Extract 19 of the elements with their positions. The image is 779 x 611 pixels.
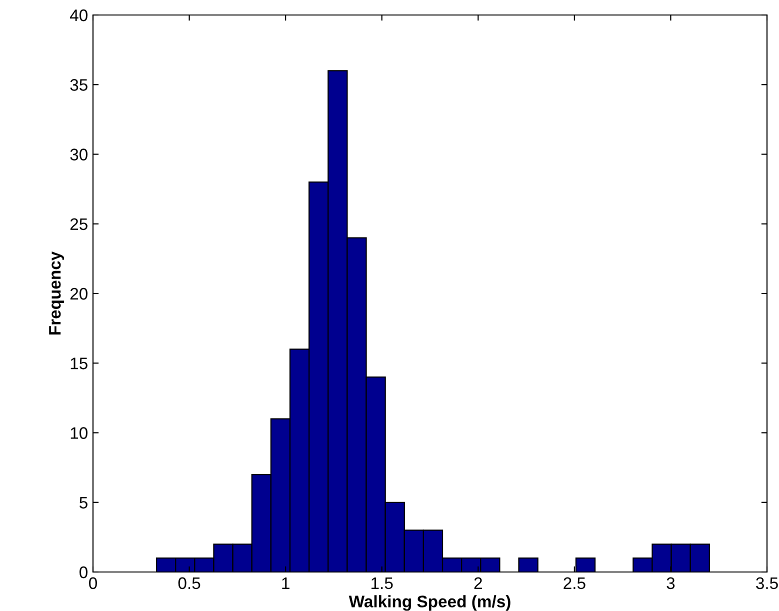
x-tick-label: 2 [474, 577, 482, 589]
x-tick-label: 0 [89, 577, 97, 590]
y-tick-label: 10 [70, 427, 88, 439]
y-tick-label: 40 [70, 9, 88, 22]
y-tick-label: 20 [70, 288, 88, 300]
y-tick-label: 0 [80, 566, 88, 578]
y-tick-label: 15 [70, 358, 88, 370]
y-axis-title: Frequency [49, 251, 64, 335]
x-tick-label: 0.5 [178, 577, 200, 590]
x-axis-title: Walking Speed (m/s) [348, 595, 510, 611]
y-tick-label: 35 [70, 79, 88, 91]
x-tick-label: 2.5 [564, 577, 586, 590]
x-tick-label: 1 [282, 577, 290, 589]
x-tick-label: 3 [666, 577, 675, 590]
x-tick-label: 1.5 [372, 577, 393, 590]
x-tick-label: 3.5 [756, 577, 778, 590]
y-tick-label: 5 [80, 496, 88, 509]
y-tick-label: 25 [70, 218, 88, 230]
y-tick-label: 30 [70, 148, 88, 160]
